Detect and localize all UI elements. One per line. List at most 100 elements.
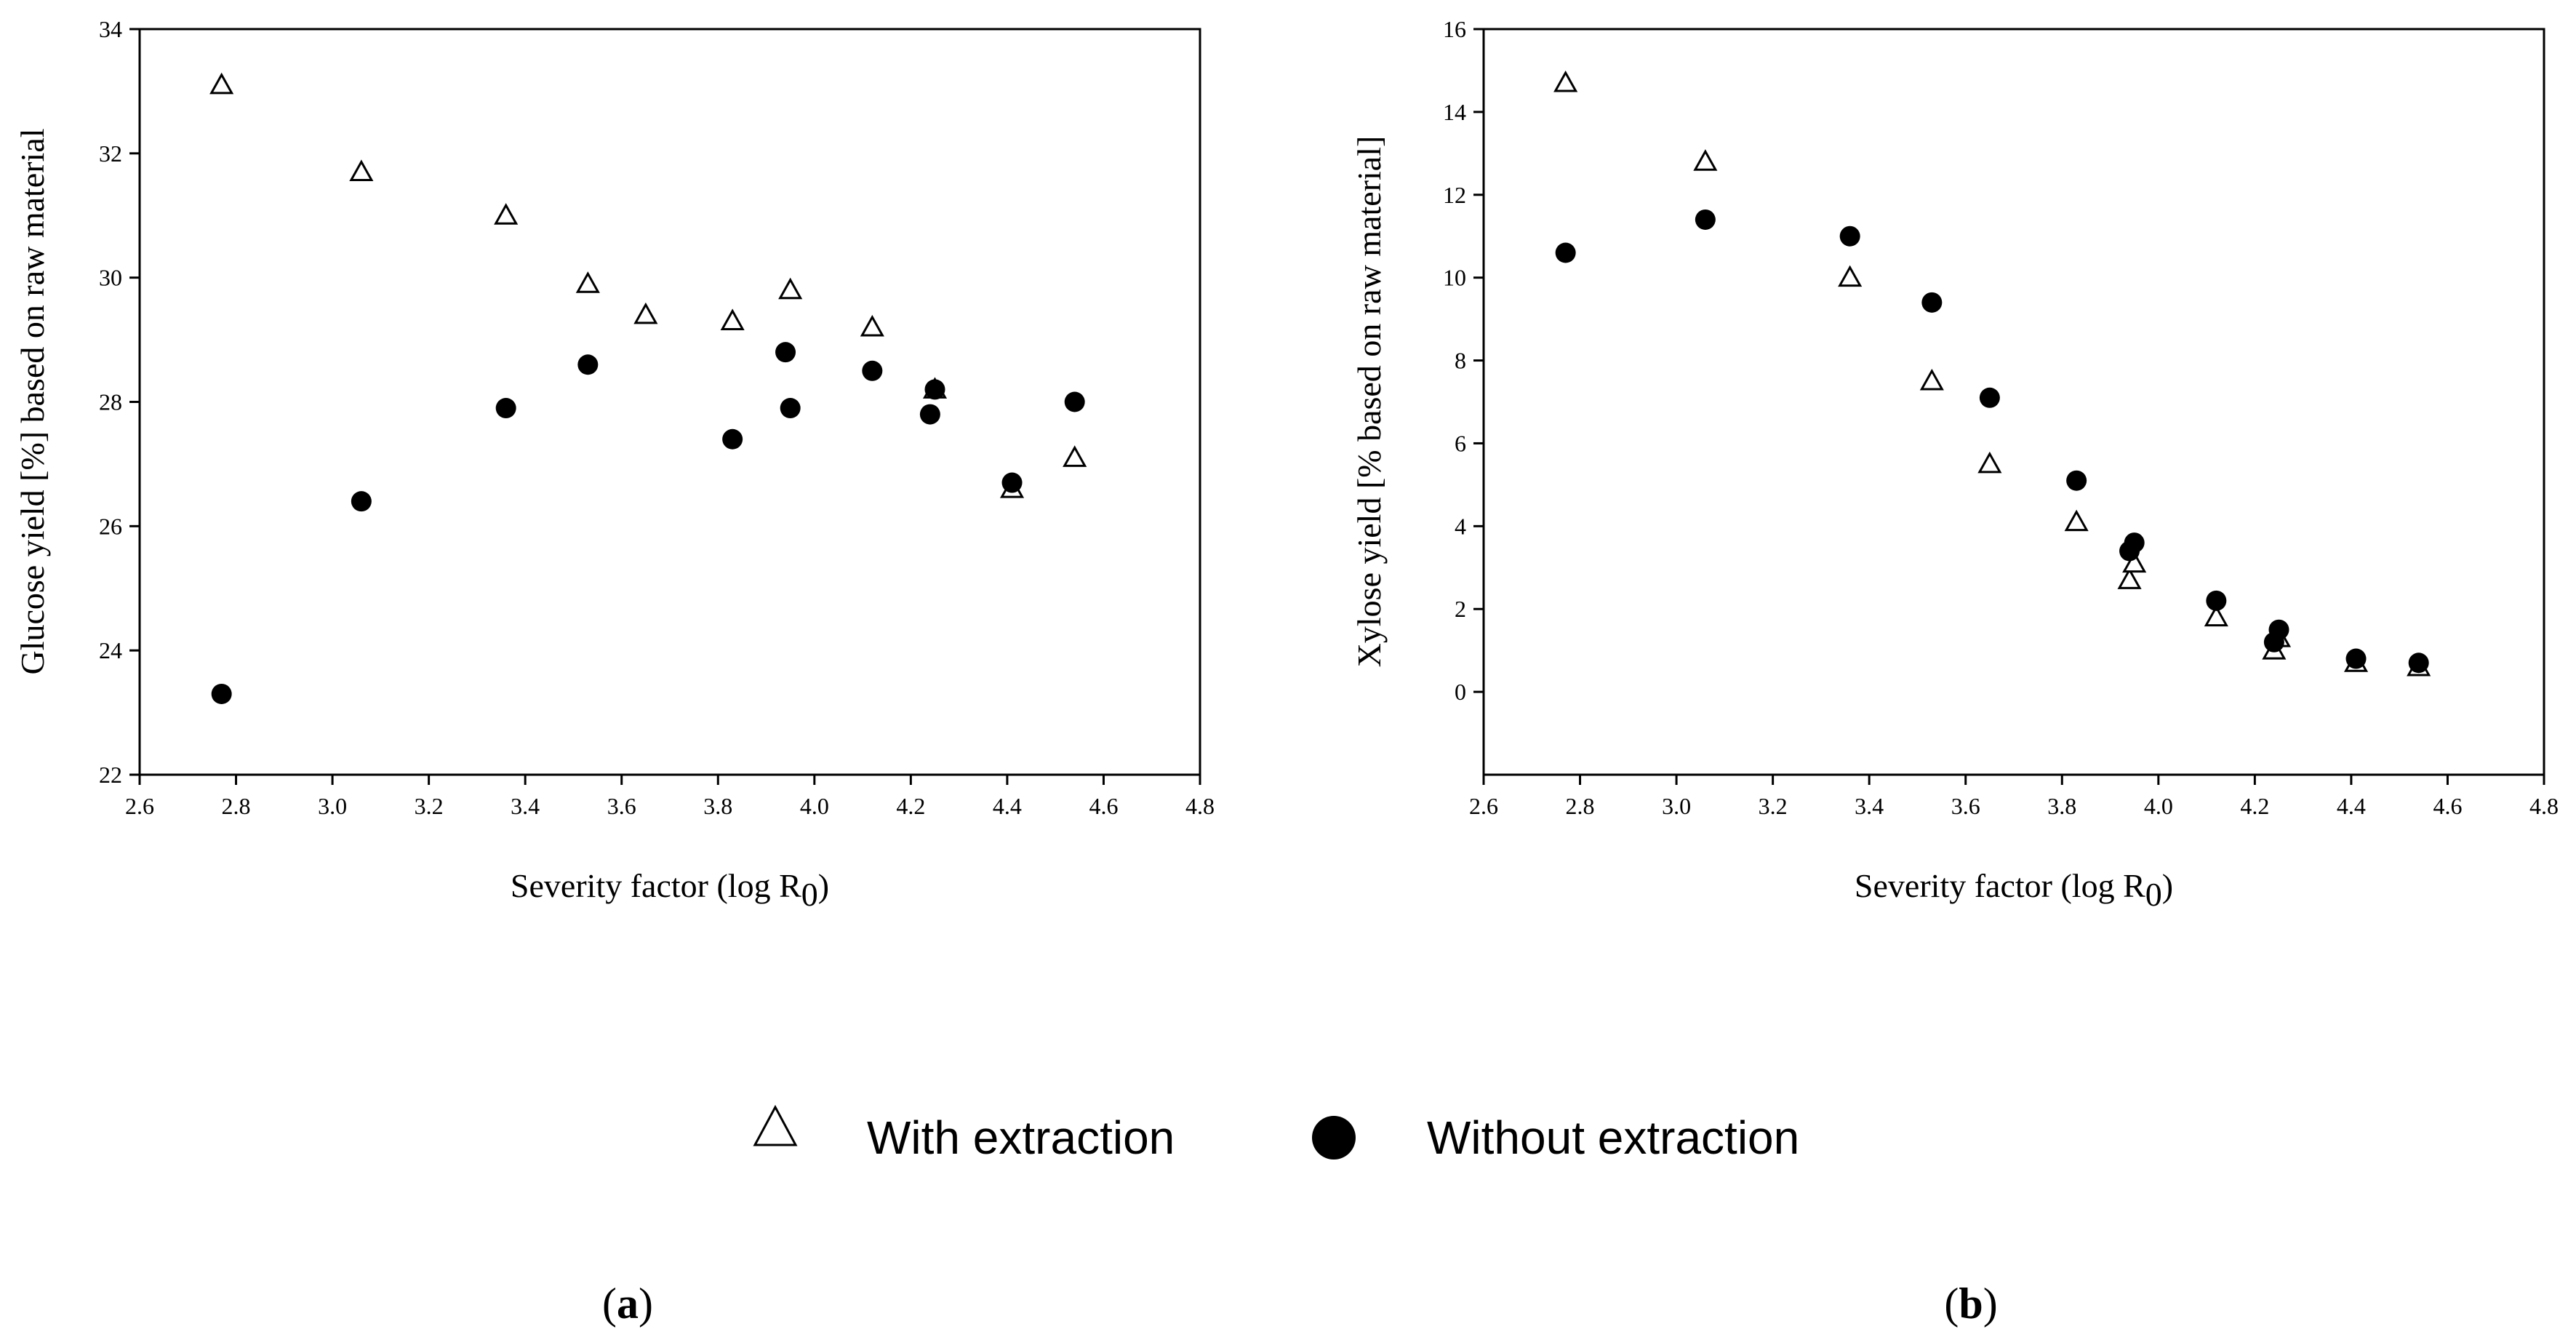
x-axis-title-a: Severity factor (log R0) (511, 867, 829, 913)
point-with-extraction (778, 277, 803, 300)
point-without-extraction (2206, 590, 2227, 611)
x-tick-label: 3.2 (415, 793, 444, 819)
point-without-extraction (2124, 532, 2145, 554)
point-with-extraction (2204, 604, 2228, 627)
x-axis-title-end-b: ) (2162, 867, 2173, 904)
y-tick-label: 4 (1455, 513, 1466, 539)
point-with-extraction (633, 302, 658, 324)
point-without-extraction (1839, 226, 1860, 247)
point-with-extraction (2122, 551, 2147, 573)
legend-item-without-extraction: Without extraction (1312, 1111, 1799, 1164)
x-tick-label: 4.2 (896, 793, 925, 819)
panel-label-b: (b) (1944, 1280, 1997, 1328)
point-with-extraction (2064, 509, 2089, 532)
x-tick-label: 4.4 (993, 793, 1022, 819)
point-with-extraction (1838, 265, 1863, 287)
point-without-extraction (211, 683, 232, 704)
x-tick-label: 4.2 (2240, 793, 2269, 819)
x-tick-label: 2.6 (125, 793, 154, 819)
x-axis-title-end-a: ) (818, 867, 829, 904)
x-tick-label: 4.8 (2529, 793, 2559, 819)
y-axis-title-a: Glucose yield [%] based on raw material (14, 128, 51, 674)
y-tick-label: 12 (1443, 182, 1466, 208)
y-tick-label: 24 (99, 637, 122, 663)
y-axis-ticks-a: 22 24 26 28 30 32 34 (99, 16, 140, 788)
x-tick-label: 4.4 (2337, 793, 2366, 819)
y-tick-label: 30 (99, 265, 122, 291)
x-axis-title-subscript-a: 0 (801, 876, 818, 913)
x-tick-label: 3.0 (318, 793, 347, 819)
point-without-extraction (1064, 391, 1085, 412)
point-without-extraction (862, 360, 883, 381)
x-axis-title-b: Severity factor (log R0) (1855, 867, 2173, 913)
point-with-extraction (720, 308, 745, 330)
x-tick-label: 3.0 (1662, 793, 1691, 819)
point-with-extraction (860, 314, 884, 337)
x-tick-label: 3.4 (511, 793, 540, 819)
y-tick-label: 22 (99, 762, 122, 788)
point-without-extraction (722, 428, 743, 450)
x-tick-label: 4.0 (800, 793, 829, 819)
y-tick-label: 10 (1443, 265, 1466, 291)
x-tick-label: 3.4 (1855, 793, 1884, 819)
point-with-extraction (2117, 567, 2142, 589)
x-tick-label: 3.6 (607, 793, 636, 819)
point-without-extraction (495, 398, 516, 419)
legend: With extraction Without extraction (753, 1104, 1799, 1164)
panel-label-a: (a) (602, 1280, 653, 1328)
point-without-extraction (2345, 648, 2367, 669)
point-with-extraction (494, 203, 519, 225)
x-tick-label: 4.8 (1185, 793, 1215, 819)
point-without-extraction (2268, 619, 2289, 640)
point-without-extraction (2066, 470, 2087, 491)
legend-label-without-extraction: Without extraction (1427, 1111, 1799, 1164)
y-tick-label: 28 (99, 389, 122, 415)
y-tick-label: 26 (99, 513, 122, 539)
point-with-extraction (575, 271, 600, 293)
x-tick-label: 4.6 (1089, 793, 1118, 819)
point-with-extraction (209, 72, 234, 95)
x-axis-ticks-a: 2.6 2.8 3.0 3.2 3.4 3.6 3.8 4.0 4.2 4.4 4.6 4.8 (125, 775, 1215, 819)
legend-filled-circle-icon (1312, 1116, 1356, 1160)
x-tick-label: 4.0 (2144, 793, 2173, 819)
x-tick-label: 3.2 (1759, 793, 1788, 819)
point-without-extraction (351, 491, 372, 512)
point-without-extraction (2408, 652, 2429, 674)
x-axis-title-subscript-b: 0 (2145, 876, 2162, 913)
x-tick-label: 3.6 (1951, 793, 1980, 819)
legend-label-with-extraction: With extraction (867, 1111, 1175, 1164)
point-without-extraction (1695, 209, 1716, 230)
data-points-a (209, 72, 1087, 704)
point-without-extraction (1001, 472, 1023, 493)
x-tick-label: 2.8 (1566, 793, 1595, 819)
point-with-extraction (349, 159, 374, 181)
x-tick-label: 3.8 (2047, 793, 2076, 819)
y-tick-label: 32 (99, 140, 122, 167)
y-tick-label: 16 (1443, 16, 1466, 42)
point-without-extraction (1979, 387, 2000, 408)
plot-frame-b (1482, 28, 2545, 776)
plot-frame-a (138, 28, 1201, 776)
y-tick-label: 0 (1455, 679, 1466, 705)
point-without-extraction (1555, 242, 1576, 263)
x-tick-label: 2.6 (1469, 793, 1498, 819)
point-without-extraction (780, 398, 801, 419)
y-axis-ticks-b: 0 2 4 6 8 10 12 14 16 (1443, 16, 1484, 705)
point-with-extraction (1919, 368, 1944, 391)
point-without-extraction (577, 354, 599, 375)
y-tick-label: 2 (1455, 596, 1466, 622)
data-points-b (1553, 70, 2431, 677)
point-with-extraction (1063, 445, 1087, 467)
y-tick-label: 8 (1455, 348, 1466, 374)
point-without-extraction (1921, 292, 1943, 313)
point-with-extraction (1693, 149, 1718, 171)
chart-panel-b: 0 2 4 6 8 10 12 14 16 2.6 2.8 3.0 3.2 3.4 3.6 3.8 4.0 4.… (1351, 16, 2559, 1328)
x-axis-ticks-b: 2.6 2.8 3.0 3.2 3.4 3.6 3.8 4.0 4.2 4.4 4.6 4.8 (1469, 775, 2559, 819)
chart-panel-a: 22 24 26 28 30 32 34 2.6 2.8 3.0 3.2 3.4 3.6 3.8 4.0 4… (14, 16, 1215, 1328)
x-tick-label: 3.8 (703, 793, 732, 819)
point-with-extraction (1553, 70, 1578, 92)
x-tick-label: 2.8 (222, 793, 251, 819)
point-without-extraction (924, 379, 945, 400)
y-tick-label: 14 (1443, 99, 1466, 125)
